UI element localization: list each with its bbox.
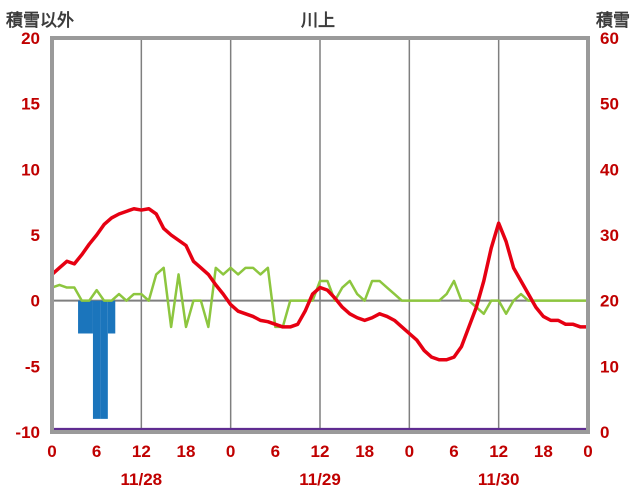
x-axis-tick: 18 [355,442,374,461]
x-axis-tick: 12 [311,442,330,461]
right-axis-tick: 10 [600,357,619,376]
blue-bar [78,300,86,334]
date-label: 11/30 [478,470,520,489]
plot-border [50,36,590,434]
left-axis-tick: -5 [25,357,40,376]
x-axis-tick: 0 [226,442,235,461]
right-axis-tick: 30 [600,226,619,245]
right-axis-title: 積雪 [596,11,630,30]
blue-bar [85,300,93,334]
x-axis-tick: 18 [534,442,553,461]
right-axis-tick: 40 [600,160,619,179]
right-axis-tick: 20 [600,292,619,311]
x-axis-tick: 12 [132,442,151,461]
blue-bar [100,300,108,419]
left-axis-tick: 15 [21,95,40,114]
red-line-series [50,206,590,362]
left-axis-tick: 5 [31,226,40,245]
x-axis-tick: 0 [47,442,56,461]
right-axis-tick: 0 [600,423,609,442]
blue-bar [107,300,116,334]
x-axis-tick: 18 [177,442,196,461]
right-axis-tick: 50 [600,95,619,114]
green-line-series [50,266,590,329]
x-axis-tick: 6 [92,442,101,461]
chart-title: 川上 [301,11,335,30]
left-axis-tick: 0 [31,292,40,311]
x-axis-tick: 12 [489,442,508,461]
date-label: 11/29 [299,470,341,489]
x-axis-tick: 0 [405,442,414,461]
right-axis-tick: 60 [600,29,619,48]
x-axis-tick: 0 [583,442,592,461]
date-label: 11/28 [121,470,163,489]
left-axis-tick: 20 [21,29,40,48]
left-axis-tick: 10 [21,160,40,179]
blue-bar [92,300,101,419]
x-axis-tick: 6 [271,442,280,461]
x-axis-tick: 6 [449,442,458,461]
left-axis-tick: -10 [15,423,40,442]
left-axis-title: 積雪以外 [6,11,74,30]
